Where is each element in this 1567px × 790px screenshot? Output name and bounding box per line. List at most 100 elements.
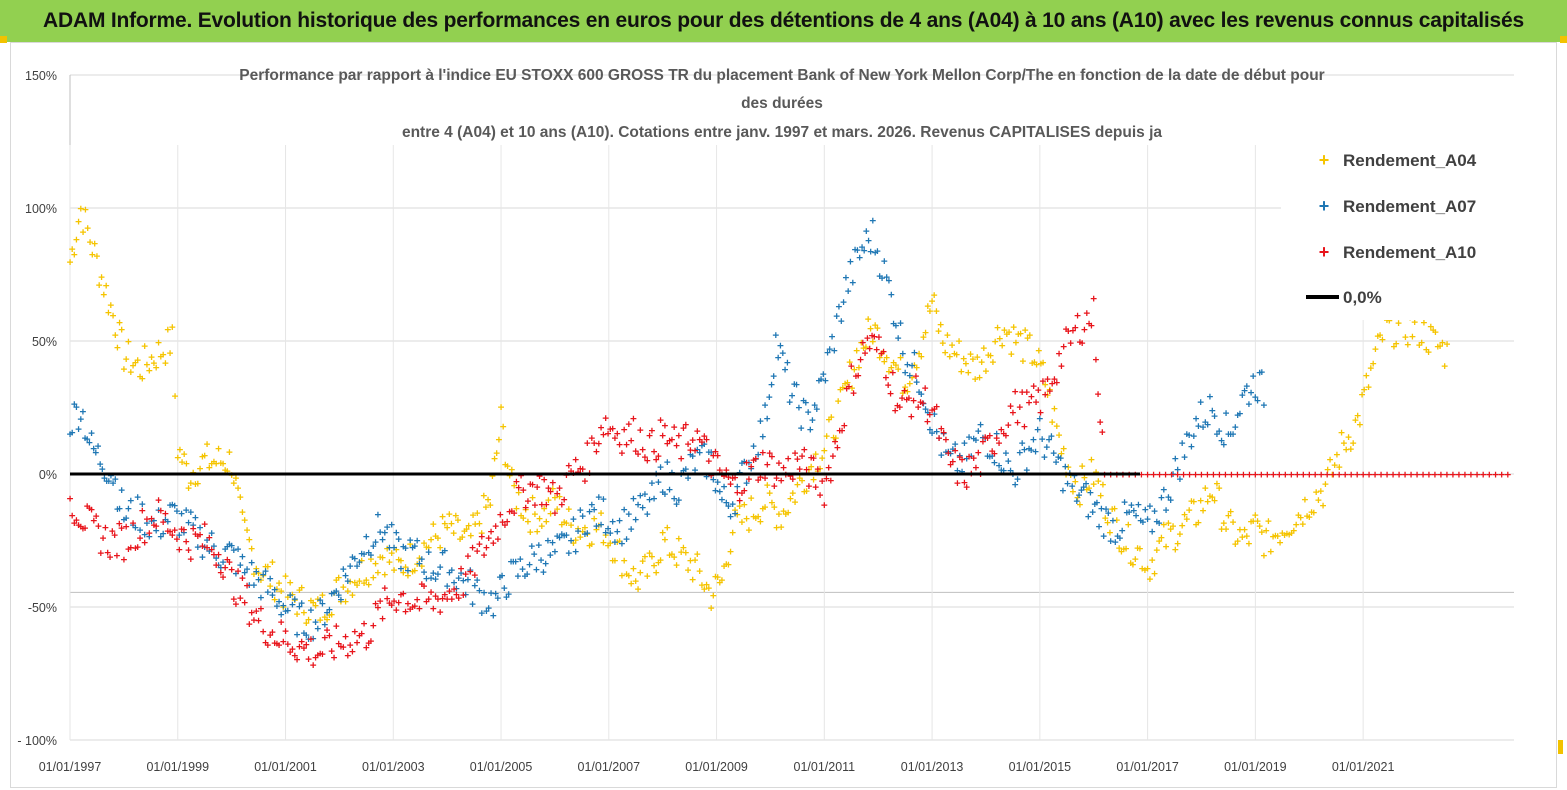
data-point: + [662, 487, 669, 500]
data-point: + [748, 492, 755, 505]
data-point: + [764, 458, 771, 471]
data-point: + [504, 515, 511, 528]
data-point: + [90, 442, 97, 455]
data-point: + [439, 592, 446, 605]
data-point: + [1402, 330, 1409, 343]
data-point: + [533, 563, 540, 576]
data-point: + [384, 520, 391, 533]
data-point: + [160, 348, 167, 361]
data-point: + [82, 203, 89, 216]
data-point: + [398, 554, 405, 567]
data-point: + [96, 279, 103, 292]
resize-handle-top-left[interactable] [0, 36, 7, 43]
data-point: + [1127, 556, 1134, 569]
data-point: + [1027, 328, 1034, 341]
data-point: + [428, 571, 435, 584]
data-point: + [1248, 515, 1255, 528]
data-point: + [1243, 530, 1250, 543]
data-point: + [310, 632, 317, 645]
data-point: + [226, 556, 233, 569]
legend-label-a10: Rendement_A10 [1343, 243, 1476, 262]
data-point: + [1188, 440, 1195, 453]
data-point: + [499, 569, 506, 582]
y-axis-ticks: 150%100%50%0%-50%- 100% [17, 69, 57, 748]
data-point: + [818, 372, 825, 385]
x-tick-label: 01/01/2005 [470, 760, 533, 774]
data-point: + [1060, 340, 1067, 353]
data-point: + [714, 476, 721, 489]
data-point: + [1420, 468, 1427, 481]
data-point: + [547, 485, 554, 498]
data-point: + [1015, 328, 1022, 341]
data-point: + [666, 483, 673, 496]
data-point: + [706, 446, 713, 459]
data-point: + [600, 536, 607, 549]
data-point: + [913, 361, 920, 374]
data-point: + [992, 335, 999, 348]
data-point: + [185, 516, 192, 529]
data-point: + [556, 531, 563, 544]
data-point: + [591, 503, 598, 516]
data-point: + [467, 565, 474, 578]
data-point: + [741, 455, 748, 468]
data-point: + [253, 605, 260, 618]
data-point: + [230, 592, 237, 605]
data-point: + [338, 593, 345, 606]
data-point: + [342, 569, 349, 582]
data-point: + [248, 542, 255, 555]
data-point: + [582, 528, 589, 541]
data-point: + [1058, 360, 1065, 373]
data-point: + [448, 563, 455, 576]
data-point: + [305, 653, 312, 666]
data-point: + [194, 477, 201, 490]
data-point: + [102, 521, 109, 534]
data-point: + [792, 496, 799, 509]
data-point: + [545, 482, 552, 495]
data-point: + [1062, 460, 1069, 473]
data-point: + [628, 523, 635, 536]
resize-handle-top-right[interactable] [1560, 36, 1567, 43]
data-point: + [1074, 491, 1081, 504]
data-point: + [1204, 468, 1211, 481]
data-point: + [251, 614, 258, 627]
data-point: + [843, 382, 850, 395]
data-point: + [607, 527, 614, 540]
data-point: + [651, 445, 658, 458]
data-point: + [1067, 336, 1074, 349]
data-point: + [657, 553, 664, 566]
data-point: + [1017, 327, 1024, 340]
data-point: + [455, 591, 462, 604]
data-point: + [753, 452, 760, 465]
data-point: + [211, 455, 218, 468]
data-point: + [927, 423, 934, 436]
data-point: + [472, 579, 479, 592]
data-point: + [69, 426, 76, 439]
data-point: + [1218, 523, 1225, 536]
data-point: + [1291, 524, 1298, 537]
data-point: + [931, 289, 938, 302]
data-point: + [534, 525, 541, 538]
data-point: + [1192, 468, 1199, 481]
data-point: + [1276, 468, 1283, 481]
data-point: + [1222, 468, 1229, 481]
data-point: + [1258, 468, 1265, 481]
y-tick-label: 50% [32, 335, 57, 349]
data-point: + [1342, 468, 1349, 481]
data-point: + [940, 336, 947, 349]
y-tick-label: 100% [25, 202, 57, 216]
data-point: + [838, 314, 845, 327]
data-point: + [1023, 464, 1030, 477]
data-point: + [842, 377, 849, 390]
resize-handle-right[interactable] [1558, 740, 1563, 754]
data-point: + [1378, 468, 1385, 481]
data-point: + [539, 520, 546, 533]
data-point: + [723, 464, 730, 477]
data-point: + [398, 562, 405, 575]
data-point: + [614, 535, 621, 548]
data-point: + [239, 505, 246, 518]
data-point: + [642, 451, 649, 464]
data-point: + [1128, 499, 1135, 512]
data-point: + [734, 508, 741, 521]
data-point: + [430, 567, 437, 580]
data-point: + [956, 450, 963, 463]
